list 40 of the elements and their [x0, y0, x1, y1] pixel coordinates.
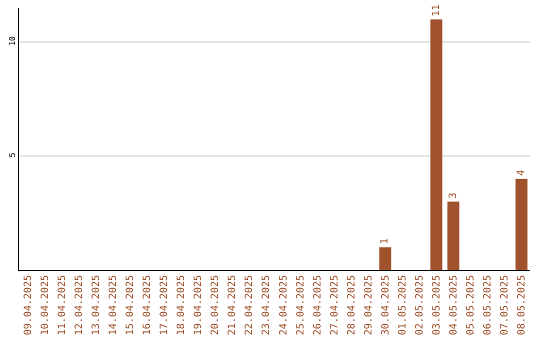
- x-tick-label: 16.04.2025: [142, 275, 153, 336]
- x-tick-label: 18.04.2025: [176, 275, 188, 336]
- x-tick-label: 27.04.2025: [329, 275, 340, 336]
- y-tick-label: 5: [8, 152, 17, 158]
- x-tick-label: 25.04.2025: [295, 275, 306, 336]
- x-tick-label: 15.04.2025: [124, 275, 136, 336]
- x-tick-label: 29.04.2025: [363, 275, 374, 336]
- x-tick-label: 24.04.2025: [278, 275, 290, 336]
- x-tick-label: 17.04.2025: [159, 275, 170, 336]
- x-tick-label: 02.05.2025: [414, 275, 426, 336]
- x-tick-label: 07.05.2025: [500, 275, 511, 336]
- x-tick-label: 22.04.2025: [244, 275, 256, 336]
- data-label: 1: [380, 238, 391, 244]
- data-label: 11: [430, 4, 442, 16]
- x-tick-label: 13.04.2025: [90, 275, 102, 336]
- bar: [516, 178, 528, 270]
- bar: [447, 202, 460, 270]
- x-tick-label: 10.04.2025: [40, 275, 51, 336]
- y-tick-label: 10: [8, 36, 17, 46]
- x-tick-label: 30.04.2025: [380, 275, 392, 336]
- x-tick-label: 23.04.2025: [261, 275, 272, 336]
- x-tick-label: 04.05.2025: [448, 275, 460, 336]
- bar: [379, 247, 392, 270]
- x-tick-label: 19.04.2025: [193, 275, 204, 336]
- x-tick-label: 06.05.2025: [482, 275, 494, 336]
- data-label: 4: [516, 170, 527, 176]
- x-tick-label: 08.05.2025: [516, 275, 528, 336]
- data-label: 3: [448, 192, 459, 199]
- x-tick-label: 12.04.2025: [74, 275, 85, 336]
- x-tick-label: 26.04.2025: [312, 275, 324, 336]
- x-tick-label: 21.04.2025: [227, 275, 238, 336]
- x-tick-label: 05.05.2025: [466, 275, 477, 336]
- x-tick-label: 14.04.2025: [108, 275, 119, 336]
- x-tick-label: 03.05.2025: [432, 275, 443, 336]
- x-tick-label: 01.05.2025: [398, 275, 408, 336]
- x-tick-label: 11.04.2025: [56, 275, 68, 336]
- x-tick-label: 28.04.2025: [346, 275, 358, 336]
- x-tick-label: 09.04.2025: [22, 275, 34, 336]
- bar: [430, 19, 442, 270]
- x-tick-label: 20.04.2025: [210, 275, 222, 336]
